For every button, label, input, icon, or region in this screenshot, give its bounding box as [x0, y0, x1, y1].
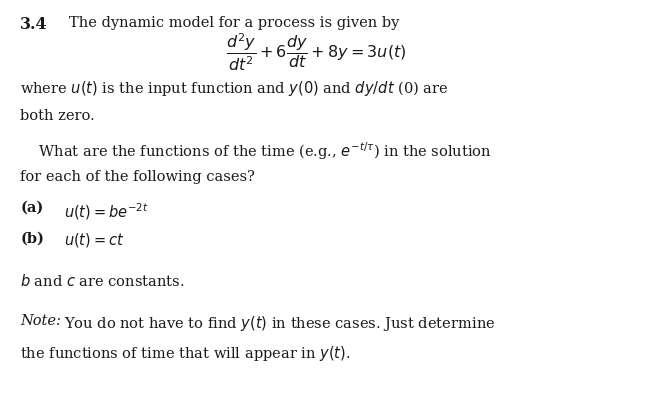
- Text: You do not have to find $y(t)$ in these cases. Just determine: You do not have to find $y(t)$ in these …: [64, 314, 495, 333]
- Text: the functions of time that will appear in $y(t)$.: the functions of time that will appear i…: [20, 344, 351, 363]
- Text: (b): (b): [20, 232, 44, 245]
- Text: (a): (a): [20, 201, 44, 215]
- Text: What are the functions of the time (e.g., $e^{-t/\tau}$) in the solution: What are the functions of the time (e.g.…: [20, 140, 492, 162]
- Text: The dynamic model for a process is given by: The dynamic model for a process is given…: [69, 16, 399, 30]
- Text: 3.4: 3.4: [20, 16, 48, 33]
- Text: $b$ and $c$ are constants.: $b$ and $c$ are constants.: [20, 273, 185, 289]
- Text: Note:: Note:: [20, 314, 61, 328]
- Text: $\dfrac{d^2y}{dt^2} + 6\dfrac{dy}{dt} + 8y = 3u(t)$: $\dfrac{d^2y}{dt^2} + 6\dfrac{dy}{dt} + …: [226, 32, 406, 73]
- Text: where $u(t)$ is the input function and $y(0)$ and $dy/dt$ (0) are: where $u(t)$ is the input function and $…: [20, 79, 449, 98]
- Text: $u(t) = ct$: $u(t) = ct$: [64, 232, 124, 249]
- Text: both zero.: both zero.: [20, 109, 95, 123]
- Text: for each of the following cases?: for each of the following cases?: [20, 171, 255, 184]
- Text: $u(t) = be^{-2t}$: $u(t) = be^{-2t}$: [64, 201, 149, 222]
